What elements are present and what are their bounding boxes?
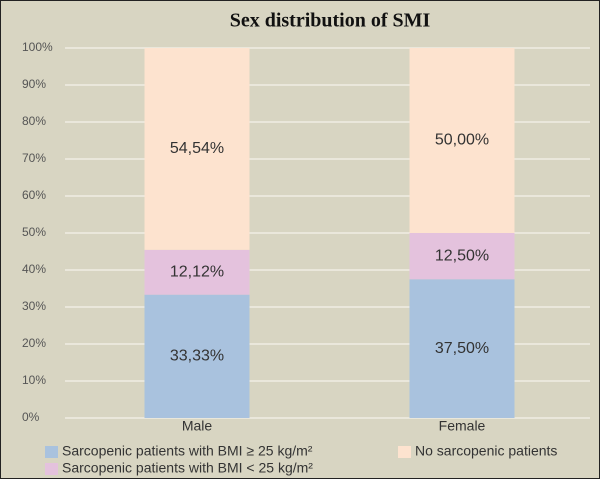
bar-segment <box>409 279 515 418</box>
y-tick-label: 50% <box>22 225 46 239</box>
y-tick-label: 0% <box>22 410 40 424</box>
y-tick-label: 10% <box>22 373 46 387</box>
y-tick-label: 20% <box>22 336 46 350</box>
data-label: 54,54% <box>170 140 224 157</box>
legend-label: Sarcopenic patients with BMI ≥ 25 kg/m² <box>62 443 313 459</box>
bar-segment <box>144 48 250 250</box>
data-label: 37,50% <box>435 340 489 357</box>
chart-title: Sex distribution of SMI <box>230 10 431 32</box>
x-tick-label: Male <box>182 418 213 434</box>
bar-segment <box>144 249 250 295</box>
legend-label: Sarcopenic patients with BMI < 25 kg/m² <box>62 460 313 476</box>
y-tick-label: 80% <box>22 114 46 128</box>
data-label: 50,00% <box>435 132 489 149</box>
y-tick-label: 90% <box>22 77 46 91</box>
y-tick-label: 40% <box>22 262 46 276</box>
y-tick-label: 30% <box>22 299 46 313</box>
y-tick-label: 60% <box>22 188 46 202</box>
x-tick-label: Female <box>439 418 486 434</box>
bar-segment <box>144 294 250 418</box>
legend-swatch <box>45 463 58 475</box>
data-label: 33,33% <box>170 348 224 365</box>
data-label: 12,12% <box>170 263 224 280</box>
bar-segment <box>409 48 515 233</box>
data-label: 12,50% <box>435 247 489 264</box>
bar-segment <box>409 233 515 280</box>
y-tick-label: 70% <box>22 151 46 165</box>
legend-swatch <box>45 446 58 458</box>
legend-swatch <box>398 446 411 458</box>
y-tick-label: 100% <box>22 40 53 54</box>
legend-label: No sarcopenic patients <box>415 443 557 459</box>
